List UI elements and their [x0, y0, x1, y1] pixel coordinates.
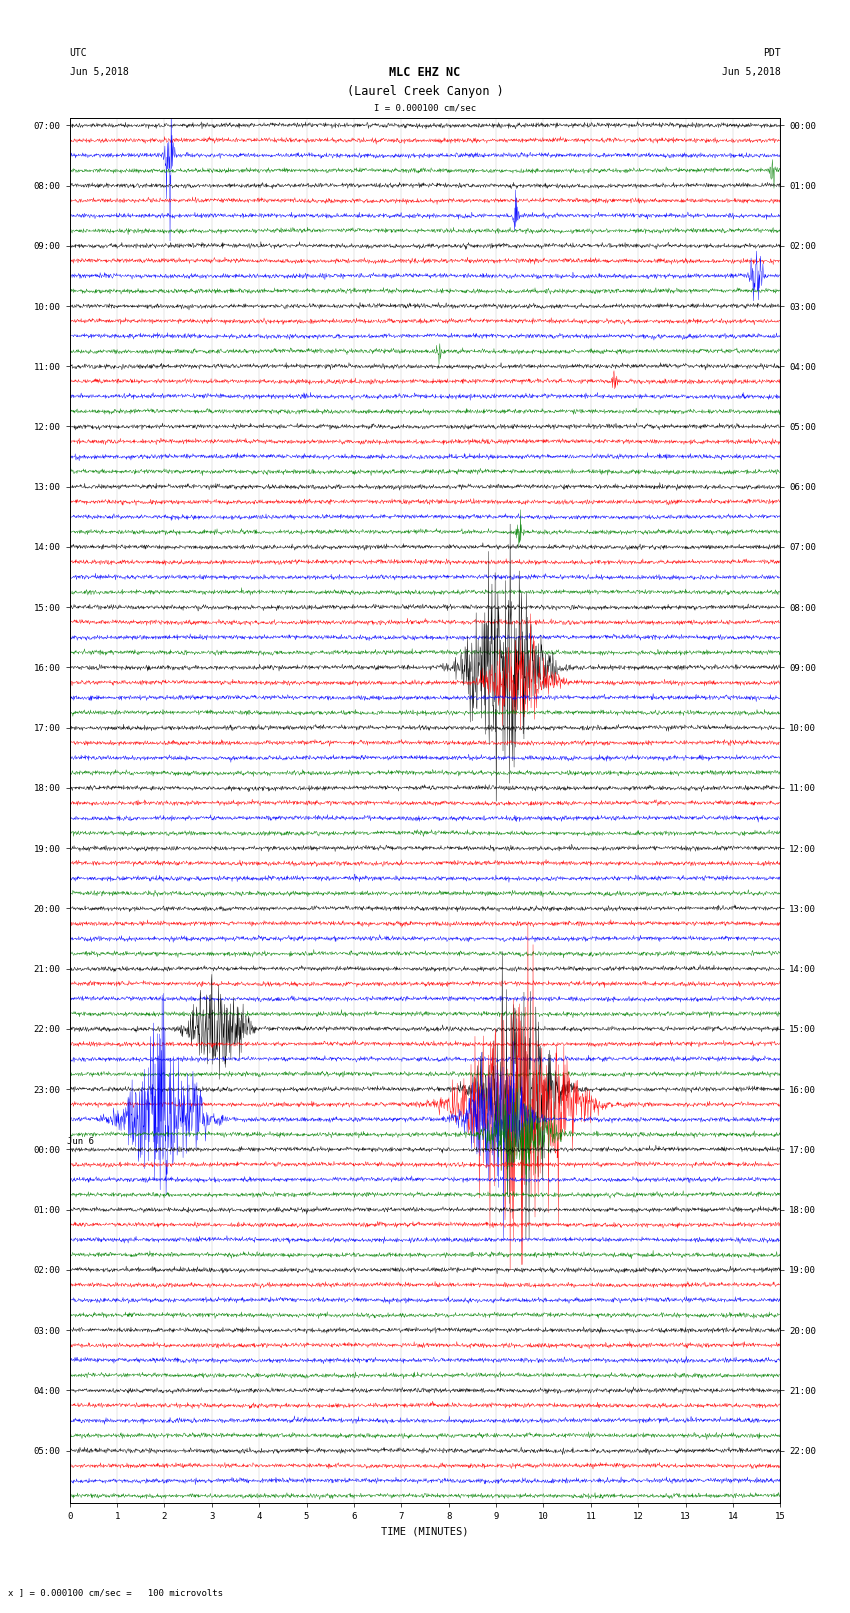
Text: x ] = 0.000100 cm/sec =   100 microvolts: x ] = 0.000100 cm/sec = 100 microvolts — [8, 1587, 224, 1597]
Text: MLC EHZ NC: MLC EHZ NC — [389, 66, 461, 79]
Text: Jun 5,2018: Jun 5,2018 — [722, 68, 780, 77]
Text: UTC: UTC — [70, 48, 88, 58]
Text: I = 0.000100 cm/sec: I = 0.000100 cm/sec — [374, 103, 476, 113]
Text: Jun 5,2018: Jun 5,2018 — [70, 68, 128, 77]
Text: PDT: PDT — [762, 48, 780, 58]
Text: Jun 6: Jun 6 — [67, 1137, 94, 1145]
Text: (Laurel Creek Canyon ): (Laurel Creek Canyon ) — [347, 85, 503, 98]
X-axis label: TIME (MINUTES): TIME (MINUTES) — [382, 1528, 468, 1537]
